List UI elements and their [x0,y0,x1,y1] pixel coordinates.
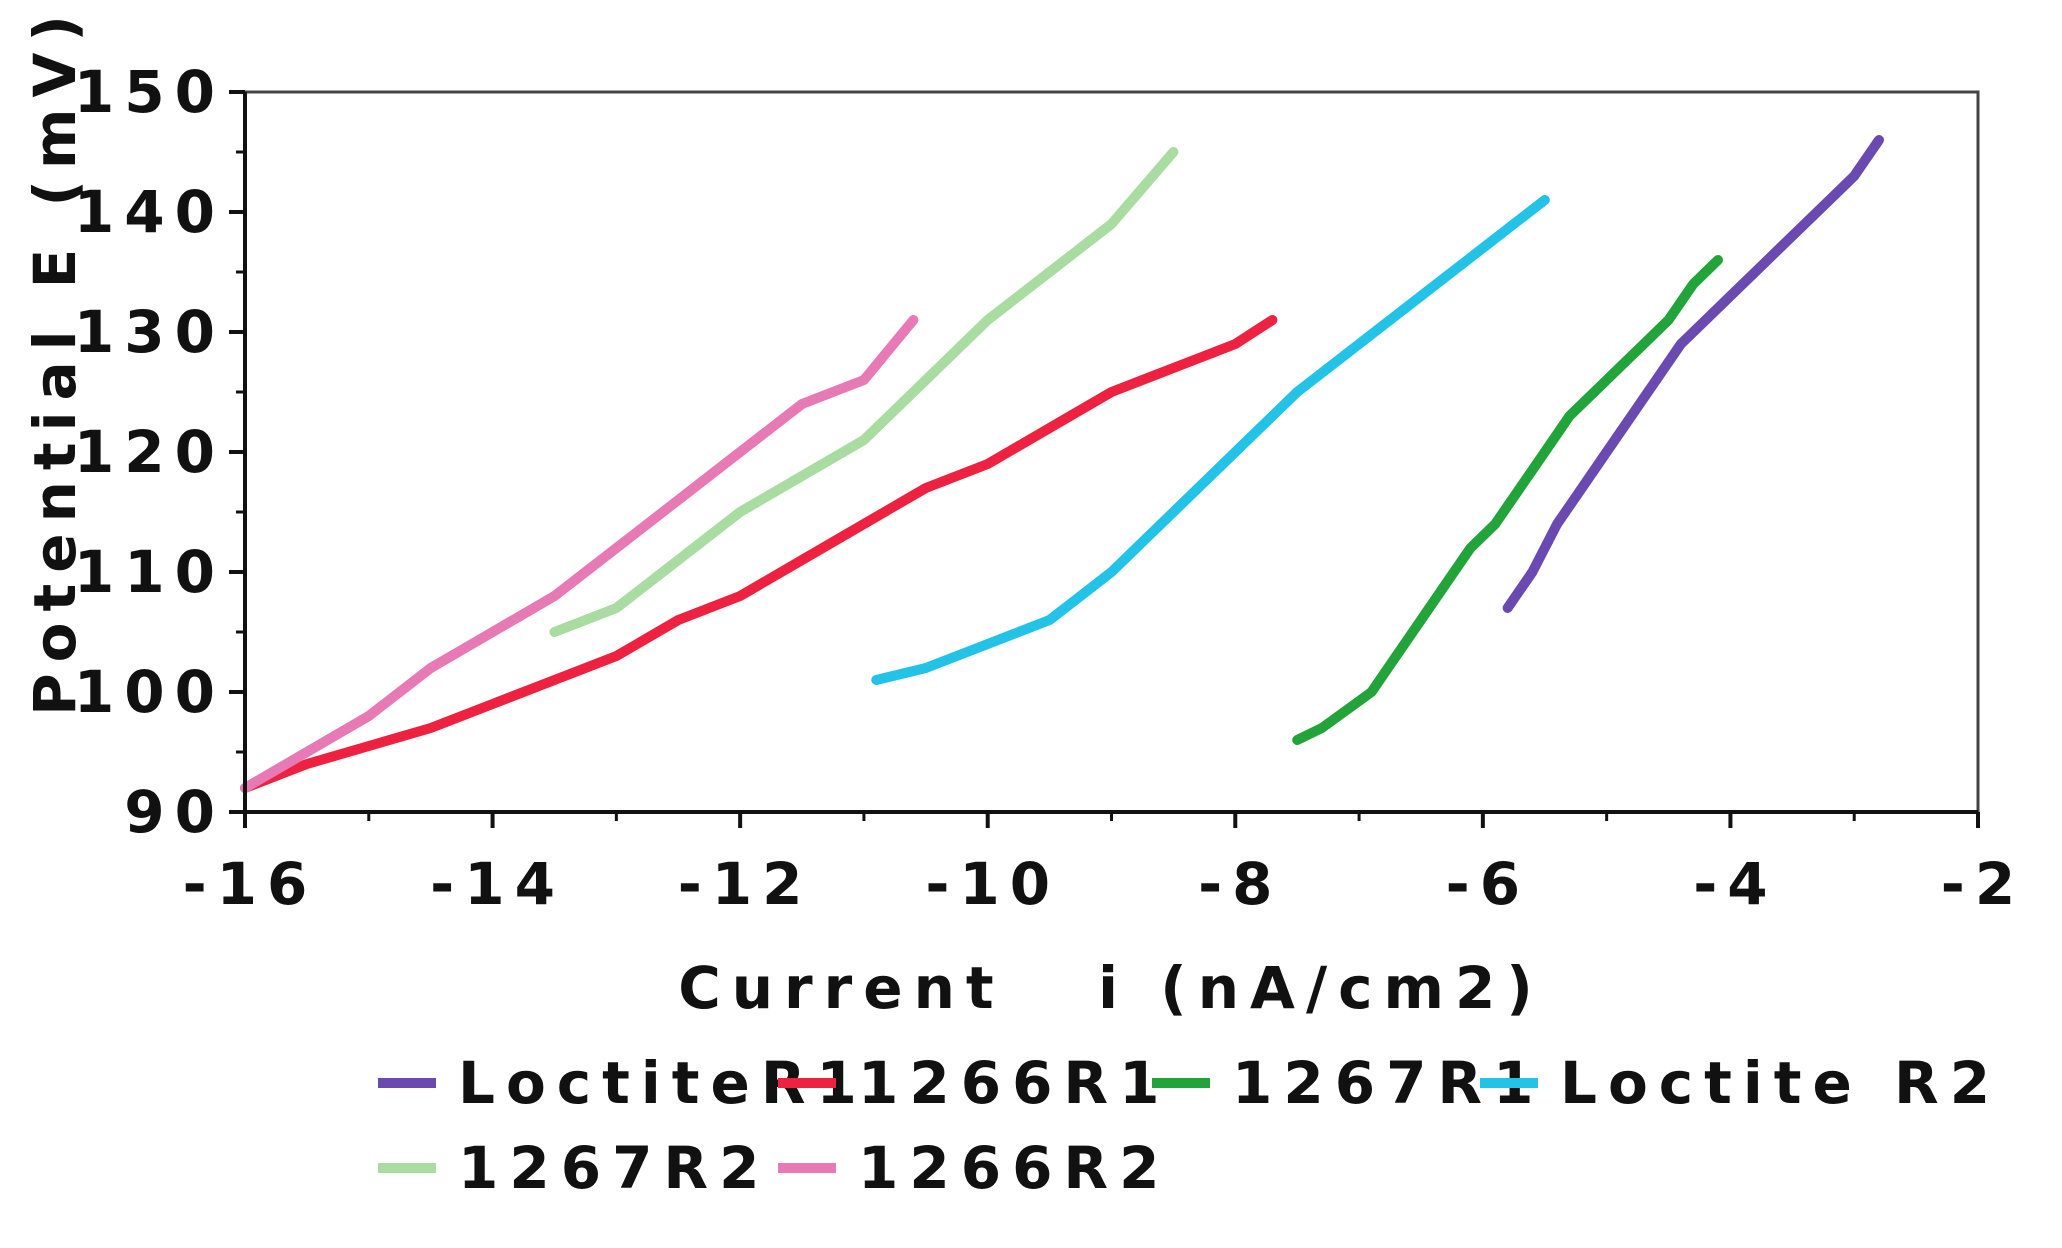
y-tick-label: 140 [74,178,225,246]
y-tick-label: 90 [124,778,225,846]
series-line-1 [240,315,1278,793]
x-tick-label: -6 [1446,850,1530,918]
legend-label: 1266R2 [858,1134,1170,1202]
legend-label: 1266R1 [858,1049,1170,1117]
axes-layer: -16 -14 -12 -10 -8 -6 -4 -2 90 100 110 120 130 140 150 [74,58,2025,918]
x-tick-label: -2 [1941,850,2025,918]
series-line-4 [549,147,1179,637]
legend-label: Loctite R2 [1560,1049,2001,1117]
x-axis-title: Current i (nA/cm2) [678,954,1544,1022]
x-tick-label: -16 [183,850,318,918]
x-tick-label: -8 [1198,850,1282,918]
y-tick-label: 120 [74,418,225,486]
x-tick-label: -12 [678,850,813,918]
y-axis-title: Potential E (mV) [21,4,89,716]
series-line-2 [1292,255,1723,745]
series-layer [240,135,1884,793]
series-line-3 [871,195,1550,685]
y-tick-label: 100 [74,658,225,726]
legend-label: 1267R2 [458,1134,770,1202]
y-tick-label: 110 [74,538,225,606]
y-tick-label: 150 [74,58,225,126]
series-line-5 [240,315,919,793]
x-tick-label: -10 [925,850,1060,918]
x-tick-label: -14 [430,850,565,918]
series-line-0 [1502,135,1884,613]
y-tick-label: 130 [74,298,225,366]
x-tick-label: -4 [1693,850,1777,918]
